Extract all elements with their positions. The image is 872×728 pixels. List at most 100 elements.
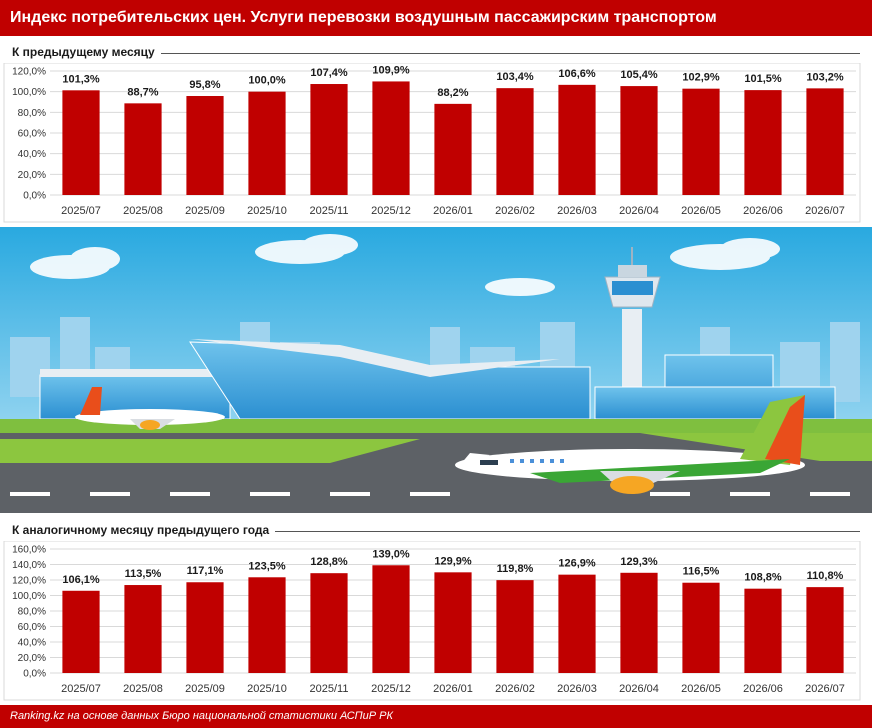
x-tick-label: 2025/08 [123,683,163,695]
bar [558,574,596,673]
x-tick-label: 2025/11 [310,683,349,695]
data-label: 88,2% [437,87,468,99]
x-tick-label: 2026/02 [495,205,535,217]
chart-yoy: 0,0% 20,0% 40,0% 60,0% 80,0% 100,0% 120,0% 140,… [0,541,872,701]
airport-scene-image [0,227,872,513]
x-tick-label: 2026/04 [619,683,659,695]
y-tick-label: 0,0% [23,191,46,202]
section-rule-yoy [12,531,860,532]
y-tick-label: 100,0% [12,87,46,98]
bar [434,103,472,195]
y-tick-label: 20,0% [18,170,46,181]
data-label: 119,8% [497,563,534,575]
bar [372,565,410,673]
y-tick-label: 40,0% [18,638,46,649]
x-tick-label: 2026/01 [433,205,473,217]
data-label: 106,6% [558,68,596,80]
grass-patch-left [0,439,420,463]
data-label: 88,7% [127,86,158,98]
chart-title-monthly: К предыдущему месяцу [12,45,161,59]
x-tick-label: 2026/02 [495,683,535,695]
clouds [30,234,780,296]
data-label: 108,8% [744,572,782,584]
page-title: Индекс потребительских цен. Услуги перев… [0,0,872,36]
y-tick-label: 60,0% [18,622,46,633]
bar [806,587,844,673]
x-tick-label: 2025/12 [371,205,411,217]
bar [310,84,348,195]
bar [744,588,782,673]
x-tick-label: 2025/07 [61,205,101,217]
x-tick-label: 2026/06 [743,205,783,217]
bar [62,590,100,673]
data-label: 95,8% [189,79,220,91]
data-label: 109,9% [372,64,410,76]
x-tick-label: 2026/05 [681,205,721,217]
bar [248,577,286,673]
bar [620,572,658,673]
x-tick-label: 2025/09 [185,683,225,695]
x-tick-label: 2026/05 [681,683,721,695]
data-label: 101,3% [62,73,100,85]
bar [372,81,410,195]
small-airplane [75,387,225,430]
data-label: 103,4% [496,71,534,83]
y-tick-label: 100,0% [12,591,46,602]
data-label: 101,5% [744,73,782,85]
chart-frame [3,63,861,223]
x-tick-label: 2025/08 [123,205,163,217]
x-tick-label: 2026/04 [619,205,659,217]
data-label: 106,1% [62,574,100,586]
bar [186,582,224,673]
y-tick-label: 120,0% [12,576,46,587]
bar [744,90,782,195]
data-label: 123,5% [248,560,286,572]
x-tick-label: 2026/03 [557,205,597,217]
data-label: 117,1% [187,565,224,577]
bar [682,582,720,673]
data-label: 100,0% [248,75,286,87]
y-tick-label: 60,0% [18,129,46,140]
x-tick-label: 2026/01 [433,683,473,695]
x-tick-label: 2025/10 [247,205,287,217]
y-tick-label: 80,0% [18,607,46,618]
y-tick-label: 120,0% [12,67,46,78]
data-label: 102,9% [682,72,720,84]
y-tick-label: 20,0% [18,653,46,664]
x-tick-label: 2025/07 [61,683,101,695]
source-footer: Ranking.kz на основе данных Бюро национа… [0,705,872,728]
x-tick-label: 2026/07 [805,683,845,695]
bar [248,91,286,195]
bar [682,88,720,195]
data-label: 139,0% [372,548,410,560]
bar [124,103,162,195]
data-label: 129,9% [434,555,472,567]
data-label: 105,4% [620,69,658,81]
x-tick-label: 2025/11 [310,205,349,217]
y-tick-label: 160,0% [12,545,46,556]
chart-frame [3,541,861,701]
x-tick-label: 2025/12 [371,683,411,695]
chart-yoy-svg: 0,0% 20,0% 40,0% 60,0% 80,0% 100,0% 120,0% 140,… [3,541,861,701]
bar [496,580,534,673]
data-label: 110,8% [807,570,844,582]
data-label: 113,5% [125,568,162,580]
data-label: 128,8% [310,556,348,568]
chart-monthly-svg: 0,0% 20,0% 40,0% 60,0% 80,0% 100,0% 120,0% 101,… [3,63,861,223]
x-tick-label: 2025/10 [247,683,287,695]
x-tick-label: 2026/07 [805,205,845,217]
x-tick-label: 2026/03 [557,683,597,695]
data-label: 103,2% [806,71,844,83]
bar [620,86,658,195]
bar [558,84,596,195]
x-tick-label: 2026/06 [743,683,783,695]
section-rule-monthly [12,53,860,54]
bar [806,88,844,195]
runway-markings [10,492,850,496]
data-label: 129,3% [620,556,658,568]
data-label: 107,4% [310,67,348,79]
y-tick-label: 40,0% [18,149,46,160]
y-tick-label: 80,0% [18,108,46,119]
bar [62,90,100,195]
y-tick-label: 140,0% [12,560,46,571]
